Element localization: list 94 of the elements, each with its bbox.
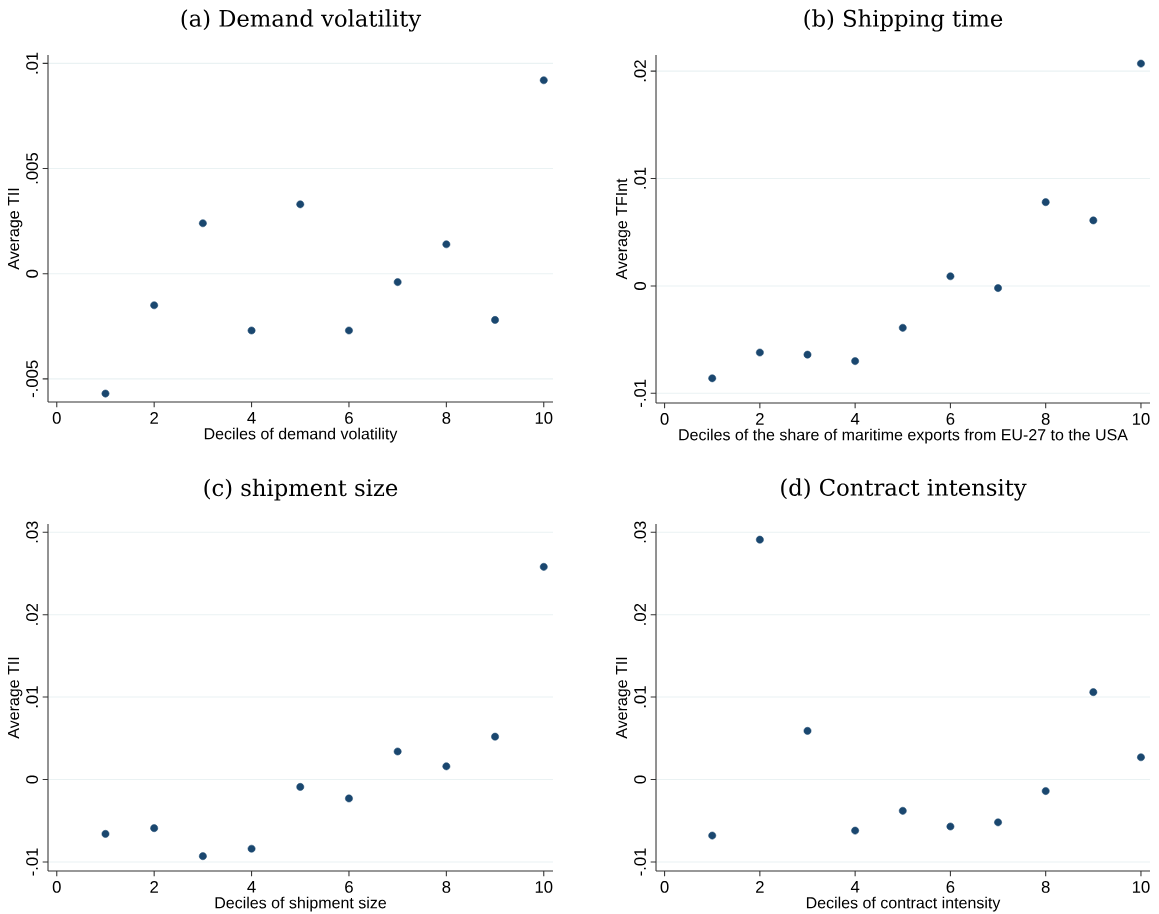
y-axis-title: Average TII xyxy=(8,188,23,270)
x-tick-label: 10 xyxy=(1132,881,1150,893)
y-tick-label: 0 xyxy=(26,269,38,278)
point xyxy=(1137,753,1145,762)
x-tick-label: 0 xyxy=(52,412,61,424)
chart-title: (b) Shipping time xyxy=(804,9,1003,32)
x-tick-label: 0 xyxy=(660,881,669,893)
point xyxy=(101,830,110,838)
point xyxy=(150,301,159,310)
y-axis-title: Average TFInt xyxy=(616,178,631,280)
x-tick-label: 2 xyxy=(150,881,158,893)
x-tick-label: 2 xyxy=(150,412,158,424)
point xyxy=(755,535,764,544)
point xyxy=(491,316,499,324)
y-tick-label: .01 xyxy=(634,167,646,189)
y-tick-label: .03 xyxy=(26,521,38,543)
point xyxy=(755,348,764,357)
point xyxy=(898,323,907,332)
y-tick-label: .03 xyxy=(634,521,646,543)
chart-title: (a) Demand volatility xyxy=(181,9,422,32)
x-tick-label: 4 xyxy=(247,412,256,424)
x-tick-label: 10 xyxy=(535,881,553,893)
point xyxy=(198,852,207,861)
y-tick-label: .01 xyxy=(26,686,38,708)
point xyxy=(803,727,812,735)
point xyxy=(946,822,955,831)
point xyxy=(296,783,305,791)
x-axis-title: Deciles of demand volatility xyxy=(204,427,398,443)
point xyxy=(442,240,451,249)
x-tick-label: 6 xyxy=(946,881,955,893)
y-tick-label: -.01 xyxy=(634,848,646,876)
x-tick-label: 10 xyxy=(535,412,553,424)
x-tick-label: 8 xyxy=(1041,413,1050,425)
x-axis-title: Deciles of contract intensity xyxy=(806,896,1001,912)
point xyxy=(803,350,812,359)
x-tick-label: 2 xyxy=(756,881,764,893)
point xyxy=(1041,787,1050,795)
y-tick-label: -.005 xyxy=(26,360,38,398)
y-axis-title: Average TII xyxy=(8,657,23,739)
point xyxy=(539,562,548,571)
y-tick-label: .02 xyxy=(26,603,38,625)
point xyxy=(247,844,256,853)
chart-title: (c) shipment size xyxy=(204,478,398,501)
point xyxy=(898,806,907,815)
point xyxy=(393,747,402,756)
y-tick-label: .02 xyxy=(634,603,646,625)
point xyxy=(491,732,499,741)
x-axis-title: Deciles of the share of maritime exports from EU-27 to the USA xyxy=(679,428,1128,444)
x-tick-label: 0 xyxy=(52,881,61,893)
point xyxy=(296,200,305,209)
chart-title: (d) Contract intensity xyxy=(781,478,1027,501)
y-tick-label: 0 xyxy=(26,775,38,784)
x-tick-label: 6 xyxy=(345,881,353,893)
point xyxy=(345,794,353,803)
x-tick-label: 6 xyxy=(345,412,353,424)
point xyxy=(539,76,548,85)
point xyxy=(442,762,451,771)
y-tick-label: .005 xyxy=(26,153,38,184)
y-tick-label: 0 xyxy=(634,775,646,784)
point xyxy=(708,374,717,383)
point xyxy=(345,326,353,335)
x-axis-title: Deciles of shipment size xyxy=(215,896,387,912)
x-tick-label: 10 xyxy=(1132,413,1150,425)
x-tick-label: 8 xyxy=(442,881,451,893)
point xyxy=(150,824,159,833)
x-tick-label: 0 xyxy=(660,413,669,425)
point xyxy=(994,818,1002,827)
point xyxy=(994,284,1002,292)
point xyxy=(1041,198,1050,207)
x-tick-label: 4 xyxy=(850,413,860,425)
point xyxy=(1089,688,1098,697)
x-tick-label: 8 xyxy=(1041,881,1050,893)
y-tick-label: .02 xyxy=(634,60,646,82)
point xyxy=(247,326,256,335)
y-tick-label: 0 xyxy=(634,281,646,290)
point xyxy=(198,219,207,228)
y-axis-title: Average TII xyxy=(616,657,631,739)
point xyxy=(101,389,110,398)
y-tick-label: .01 xyxy=(26,52,38,74)
y-tick-label: -.01 xyxy=(26,848,38,876)
x-tick-label: 8 xyxy=(442,412,451,424)
point xyxy=(851,826,860,835)
point xyxy=(1089,216,1098,225)
x-tick-label: 4 xyxy=(247,881,256,893)
x-tick-label: 2 xyxy=(756,413,764,425)
y-tick-label: .01 xyxy=(634,686,646,708)
x-tick-label: 6 xyxy=(946,413,955,425)
y-tick-label: -.01 xyxy=(634,379,646,407)
point xyxy=(851,357,860,365)
point xyxy=(708,831,717,840)
point xyxy=(1137,59,1145,68)
point xyxy=(946,272,955,281)
point xyxy=(393,278,402,286)
x-tick-label: 4 xyxy=(850,881,860,893)
